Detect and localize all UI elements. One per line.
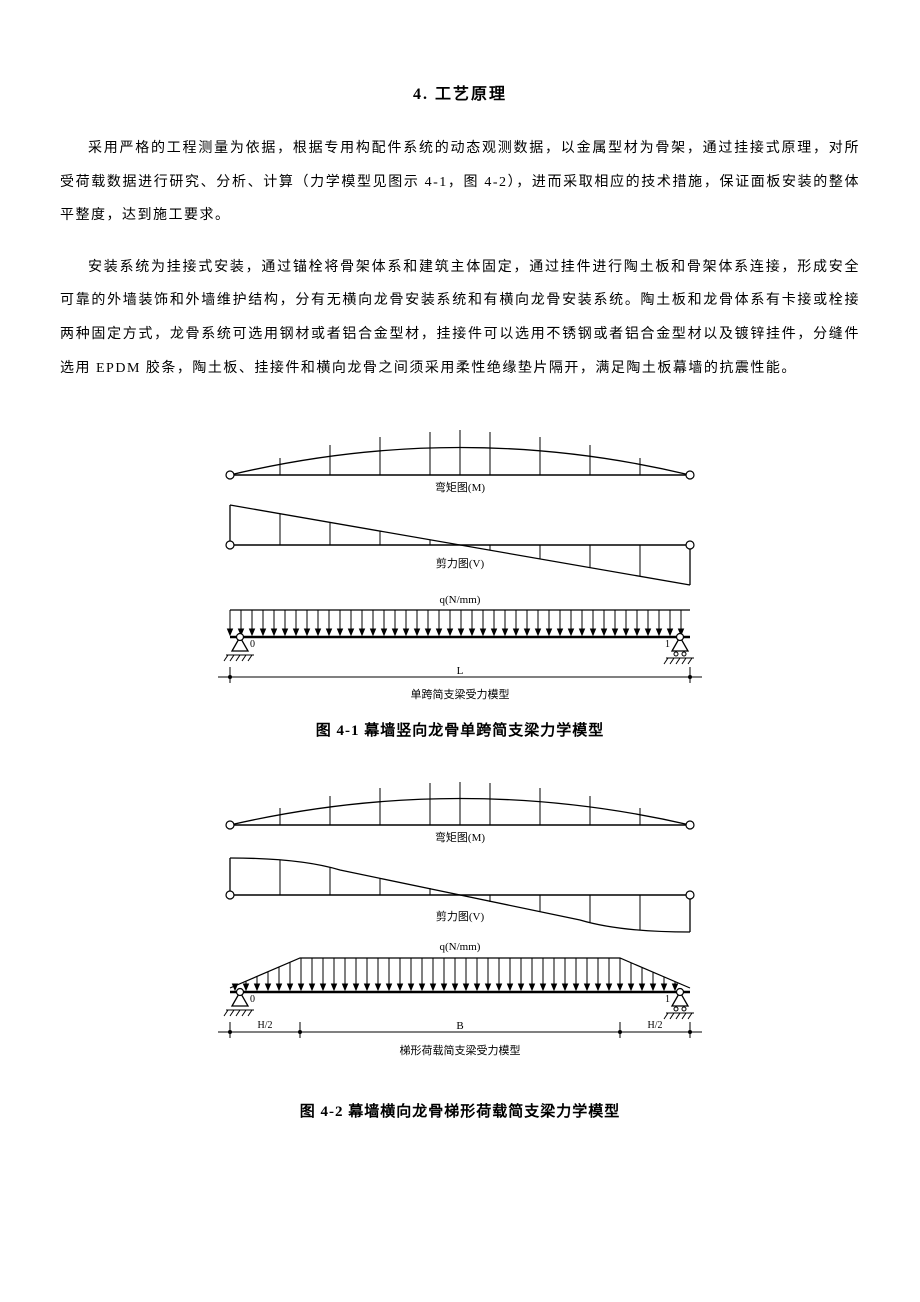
load-beam: q(N/mm) 0 [218, 594, 702, 701]
moment-label-2: 弯矩图(M) [435, 830, 485, 844]
span-label: L [457, 665, 464, 677]
figure-4-2-caption: 图 4-2 幕墙横向龙骨梯形荷载简支梁力学模型 [60, 1100, 860, 1121]
moment-diagram-2: 弯矩图(M) [226, 782, 694, 844]
figure-4-1-caption: 图 4-1 幕墙竖向龙骨单跨简支梁力学模型 [60, 719, 860, 740]
figure-4-1-svg: 弯矩图(M) 剪力图(V) q(N/mm) [180, 415, 740, 705]
shear-diagram-2: 剪力图(V) [226, 858, 694, 932]
moment-diagram: 弯矩图(M) [226, 430, 694, 494]
section-title-text: 工艺原理 [435, 86, 507, 103]
right-mark-2: 1 [665, 994, 670, 1005]
load-label-2: q(N/mm) [440, 941, 481, 953]
section-number: 4. [413, 86, 429, 103]
section-title: 4. 工艺原理 [60, 80, 860, 104]
shear-diagram: 剪力图(V) [226, 505, 694, 585]
left-mark-2: 0 [250, 994, 255, 1005]
paragraph-2: 安装系统为挂接式安装，通过锚栓将骨架体系和建筑主体固定，通过挂件进行陶土板和骨架… [60, 251, 860, 385]
left-mark: 0 [250, 639, 255, 650]
shear-label-2: 剪力图(V) [436, 909, 485, 923]
paragraph-1: 采用严格的工程测量为依据，根据专用构配件系统的动态观测数据，以金属型材为骨架，通… [60, 132, 860, 233]
figure-4-1: 弯矩图(M) 剪力图(V) q(N/mm) [180, 415, 740, 705]
h-right: H/2 [648, 1020, 663, 1031]
load-beam-2: q(N/mm) 0 [218, 941, 702, 1057]
load-label: q(N/mm) [440, 594, 481, 606]
right-mark: 1 [665, 639, 670, 650]
moment-label: 弯矩图(M) [435, 480, 485, 494]
h-left: H/2 [258, 1020, 273, 1031]
figure-4-2: 弯矩图(M) 剪力图(V) q(N/mm) [180, 770, 740, 1070]
span-label-2: B [456, 1020, 463, 1032]
model-label: 单跨简支梁受力模型 [411, 687, 510, 701]
model-label-2: 梯形荷载简支梁受力模型 [400, 1043, 521, 1057]
shear-label: 剪力图(V) [436, 556, 485, 570]
figure-4-2-svg: 弯矩图(M) 剪力图(V) q(N/mm) [180, 770, 740, 1070]
